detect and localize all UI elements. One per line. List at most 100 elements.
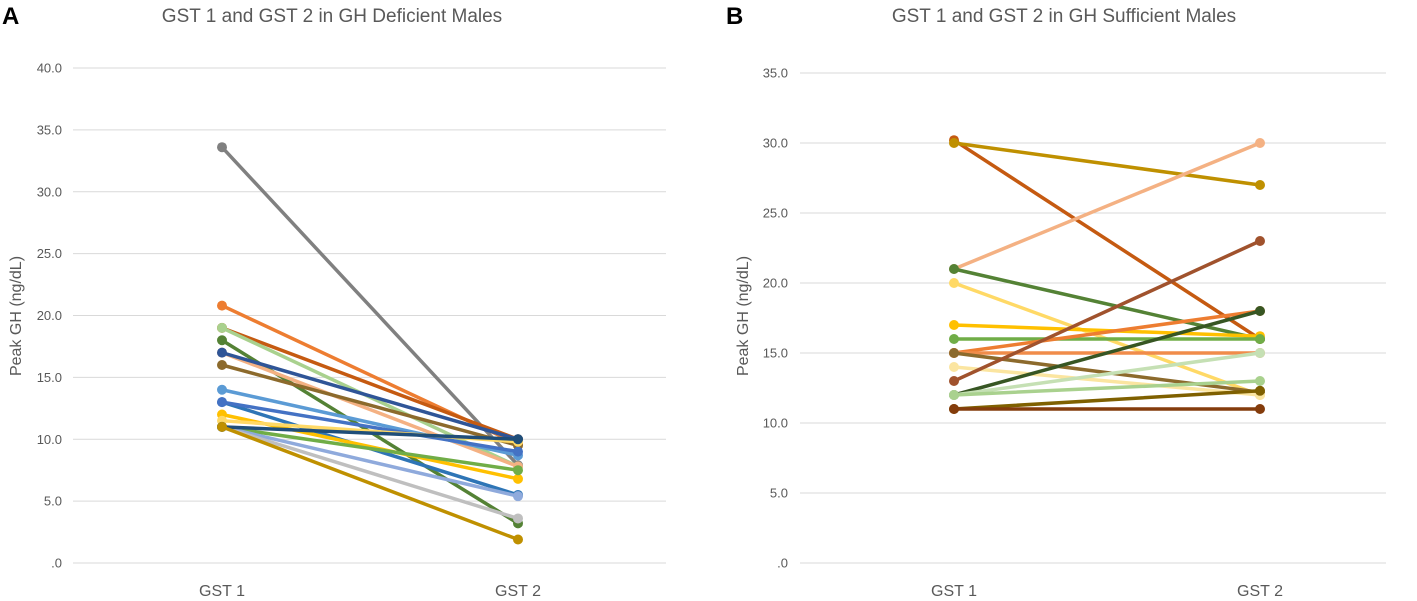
data-point-a-12-2 [513, 473, 523, 484]
series-line-b-11 [952, 365, 1262, 397]
data-point-b-10-1 [949, 348, 959, 358]
series-line-a-18 [220, 425, 520, 542]
series-line-a-17 [220, 425, 520, 441]
data-point-a-16-2 [513, 513, 523, 524]
y-tick-label-b-2: 10.0 [763, 416, 788, 431]
data-point-b-11-1 [949, 362, 959, 372]
data-point-b-2-1 [949, 138, 959, 148]
data-point-a-4-1 [217, 335, 227, 346]
x-category-labels-b: GST 1 GST 2 [931, 583, 1283, 600]
series-line-b-13 [952, 309, 1262, 397]
y-axis-title-b: Peak GH (ng/dL) [735, 256, 752, 376]
data-point-b-7-2 [1255, 334, 1265, 344]
data-point-a-18-1 [217, 421, 227, 432]
series-line-b-4 [952, 267, 1262, 341]
y-tick-label-b-4: 20.0 [763, 276, 788, 291]
series-line-a-1 [220, 145, 520, 467]
y-tick-labels-a: .0 5.0 10.0 15.0 20.0 25.0 30.0 35.0 40.0 [37, 61, 62, 571]
gridlines-a [73, 67, 666, 564]
data-point-a-11-1 [217, 397, 227, 408]
x-category-labels-a: GST 1 GST 2 [199, 583, 541, 600]
data-point-a-7-1 [217, 347, 227, 358]
y-tick-label-a-0: .0 [51, 556, 62, 571]
series-line-a-16 [220, 425, 520, 521]
chart-title-a: GST 1 and GST 2 in GH Deficient Males [162, 6, 502, 27]
series-line-b-16 [952, 389, 1262, 411]
y-tick-label-a-7: 35.0 [37, 122, 62, 137]
y-tick-label-b-7: 35.0 [763, 66, 788, 81]
data-point-a-1-1 [217, 142, 227, 153]
y-tick-labels-b: .0 5.0 10.0 15.0 20.0 25.0 30.0 35.0 [763, 66, 788, 571]
chart-panel-b: B GST 1 and GST 2 in GH Sufficient Males… [726, 3, 1386, 600]
chart-panel-a: A GST 1 and GST 2 in GH Deficient Males … [2, 3, 666, 600]
series-b-17 [949, 404, 1265, 414]
x-category-label-b-0: GST 1 [931, 583, 977, 600]
data-point-b-17-2 [1255, 404, 1265, 414]
data-point-a-14-2 [513, 465, 523, 476]
y-tick-label-a-3: 15.0 [37, 370, 62, 385]
y-tick-label-a-5: 25.0 [37, 246, 62, 261]
data-point-b-12-2 [1255, 236, 1265, 246]
data-point-b-5-1 [949, 278, 959, 288]
series-line-b-1 [952, 138, 1262, 341]
data-point-b-15-1 [949, 390, 959, 400]
chart-title-b: GST 1 and GST 2 in GH Sufficient Males [892, 6, 1236, 27]
series-line-b-15 [952, 379, 1262, 397]
data-point-a-5-1 [217, 322, 227, 333]
y-tick-label-b-1: 5.0 [770, 486, 788, 501]
y-axis-title-a: Peak GH (ng/dL) [8, 256, 25, 376]
y-tick-label-a-6: 30.0 [37, 184, 62, 199]
y-tick-label-b-5: 25.0 [763, 206, 788, 221]
data-point-b-13-2 [1255, 306, 1265, 316]
series-line-b-2 [952, 141, 1262, 187]
series-line-b-8 [952, 309, 1262, 355]
data-point-a-11-2 [513, 446, 523, 457]
series-b-12 [949, 236, 1265, 386]
data-point-b-2-2 [1255, 180, 1265, 190]
data-point-b-4-1 [949, 264, 959, 274]
series-b-2 [949, 138, 1265, 190]
y-tick-label-a-4: 20.0 [37, 308, 62, 323]
data-point-b-14-2 [1255, 348, 1265, 358]
data-point-b-16-2 [1255, 385, 1265, 396]
series-line-a-7 [220, 350, 520, 441]
series-line-a-14 [220, 425, 520, 472]
panel-label-b: B [726, 3, 743, 30]
data-point-b-7-1 [949, 334, 959, 344]
series-lines-a [217, 142, 523, 545]
data-point-b-17-1 [949, 404, 959, 414]
data-point-b-15-2 [1255, 376, 1265, 386]
data-point-a-17-2 [513, 434, 523, 445]
series-line-a-3 [220, 326, 520, 441]
y-tick-label-b-0: .0 [777, 556, 788, 571]
series-line-b-12 [952, 239, 1262, 383]
series-line-a-8 [220, 363, 520, 448]
series-b-7 [949, 334, 1265, 344]
series-line-a-6 [220, 350, 520, 469]
x-category-label-a-0: GST 1 [199, 583, 245, 600]
series-line-b-3 [952, 141, 1262, 271]
data-point-b-6-1 [949, 320, 959, 330]
x-category-label-a-1: GST 2 [495, 583, 541, 600]
data-point-a-9-1 [217, 384, 227, 395]
panel-label-a: A [2, 3, 19, 30]
series-line-a-15 [220, 425, 520, 498]
y-tick-label-a-2: 10.0 [37, 432, 62, 447]
data-point-a-8-1 [217, 360, 227, 370]
series-a-11 [217, 397, 523, 457]
y-tick-label-b-3: 15.0 [763, 346, 788, 361]
series-a-18 [217, 421, 523, 545]
x-category-label-b-1: GST 2 [1237, 583, 1283, 600]
data-point-b-3-2 [1255, 138, 1265, 148]
data-point-a-15-2 [513, 491, 523, 502]
series-b-3 [949, 138, 1265, 274]
data-point-a-2-1 [217, 300, 227, 311]
series-b-8 [949, 306, 1265, 358]
series-lines-b [949, 135, 1265, 414]
data-point-b-12-1 [949, 376, 959, 386]
y-tick-label-b-6: 30.0 [763, 136, 788, 151]
y-tick-label-a-1: 5.0 [44, 494, 62, 509]
series-line-b-14 [952, 351, 1262, 397]
y-tick-label-a-8: 40.0 [37, 61, 62, 76]
